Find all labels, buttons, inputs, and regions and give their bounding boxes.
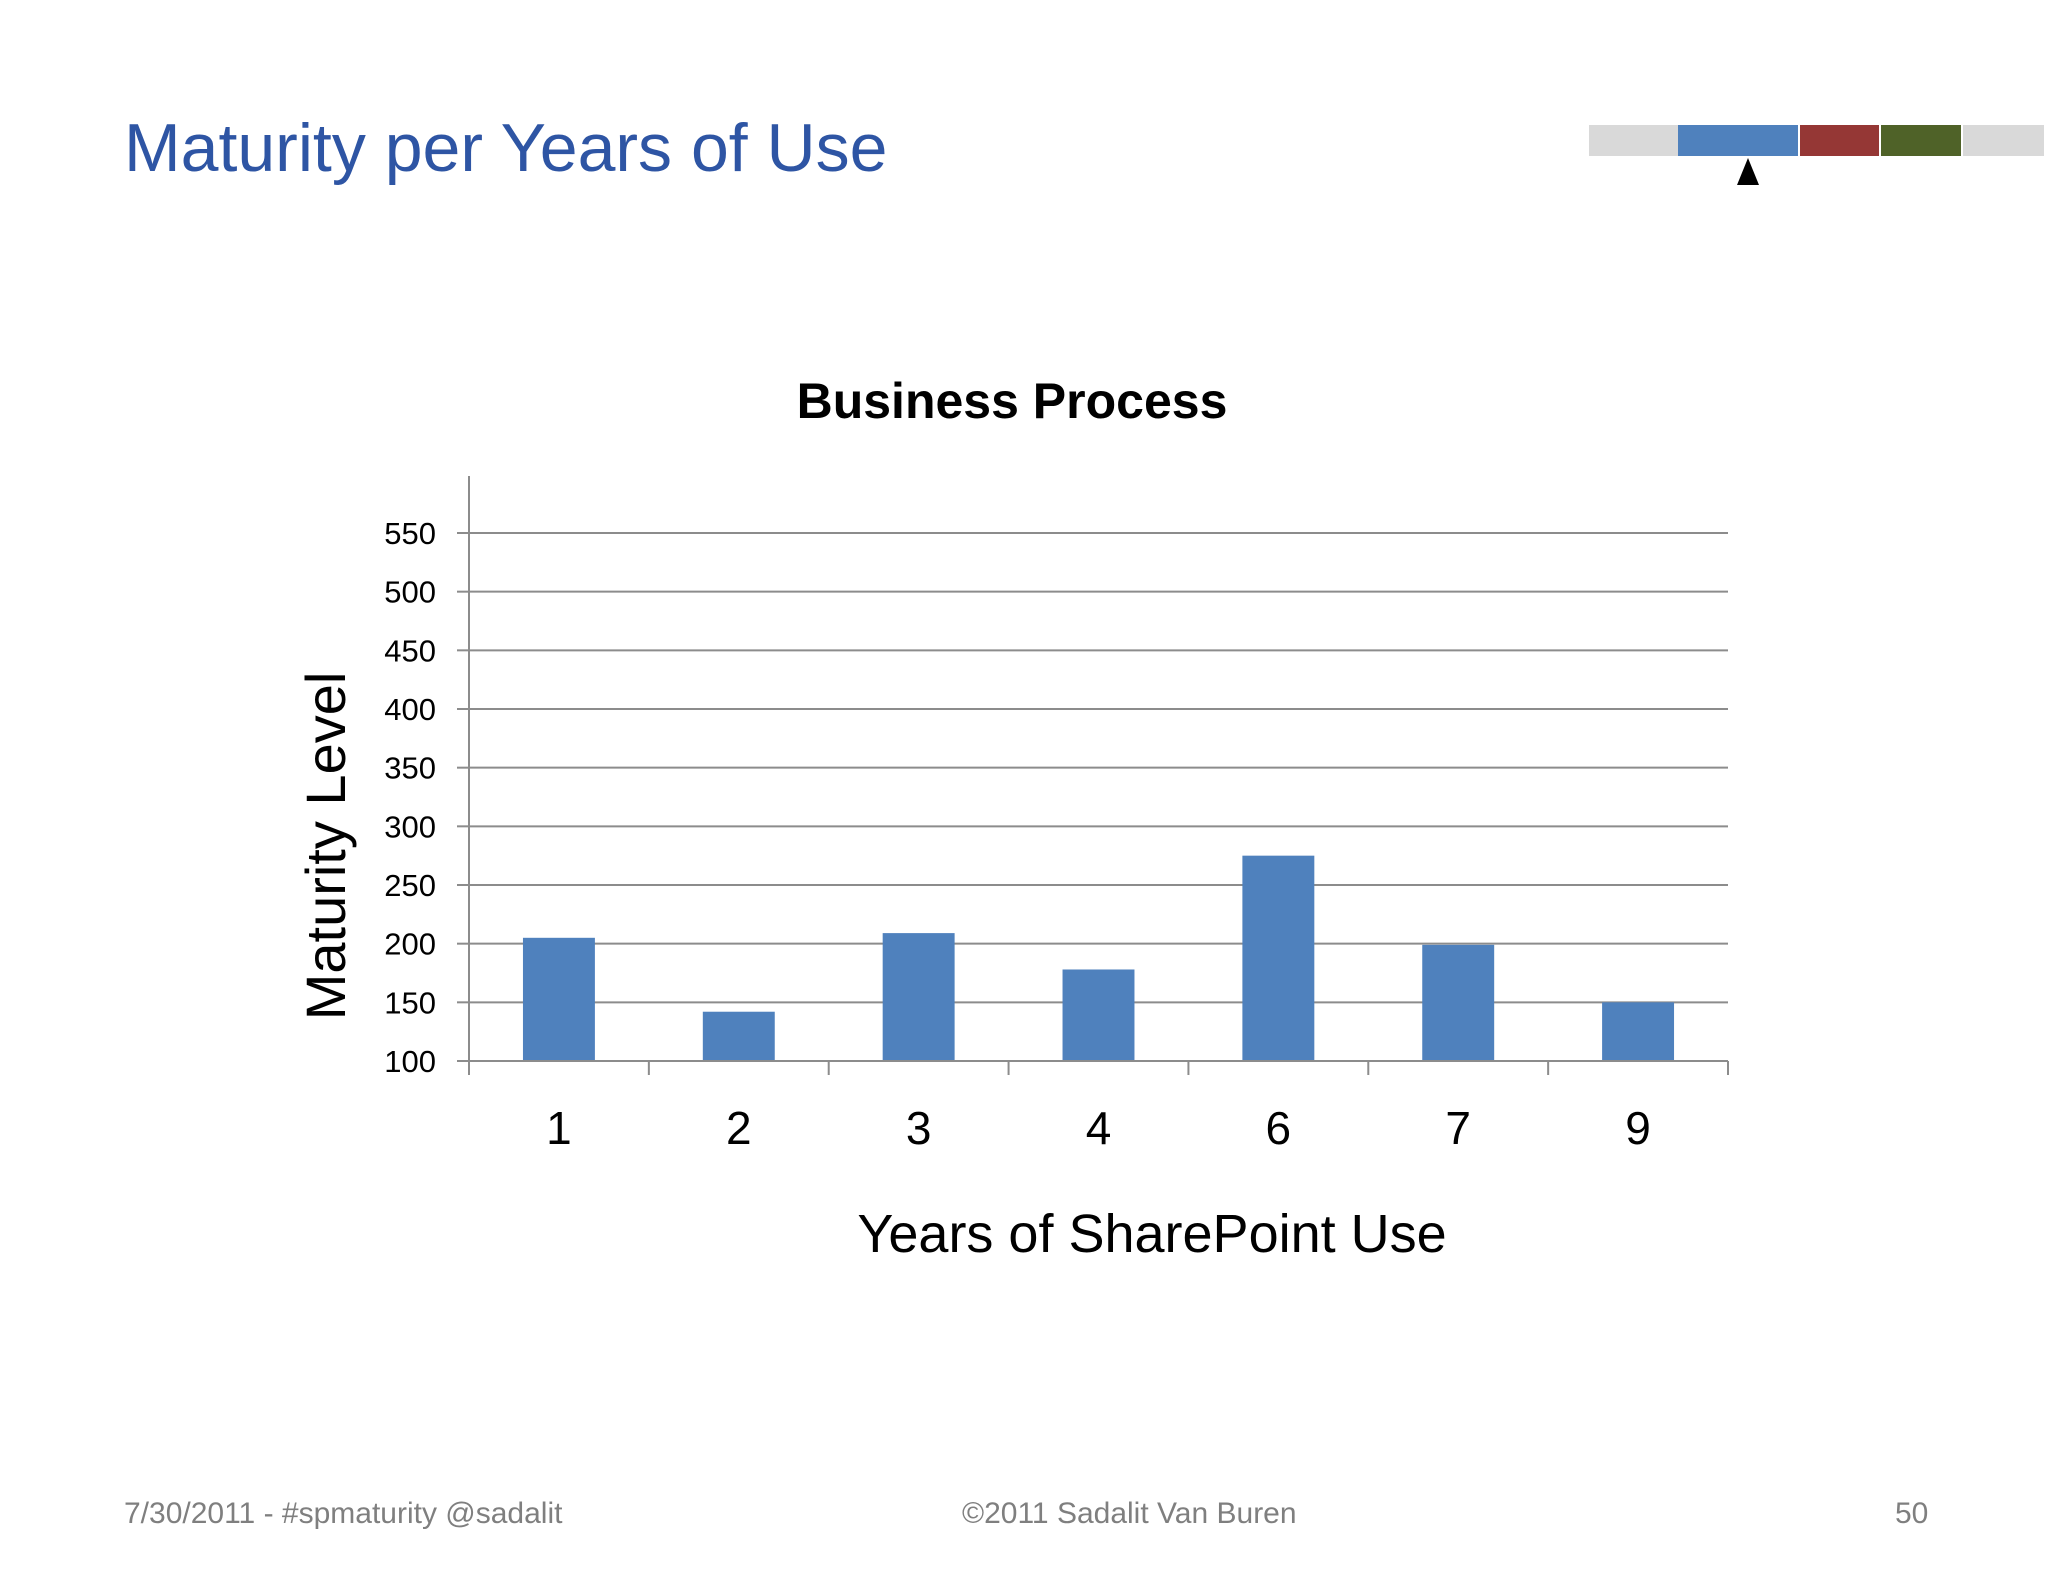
progress-segment-green (1881, 125, 1961, 156)
y-tick-label-550: 550 (384, 516, 436, 551)
y-tick-label-500: 500 (384, 575, 436, 610)
x-tick-labels: 1 2 3 4 6 7 9 (546, 1102, 1651, 1154)
y-tick-label-300: 300 (384, 809, 436, 844)
page-number: 50 (1895, 1497, 1929, 1530)
x-tick-label-9: 9 (1625, 1102, 1651, 1154)
bar-7 (1422, 944, 1495, 1061)
bar-2 (702, 1011, 775, 1061)
y-tick-label-150: 150 (384, 985, 436, 1020)
progress-segment-gray-left (1589, 125, 1678, 156)
triangle-up-icon (1737, 158, 1759, 185)
x-tick-label-4: 4 (1086, 1102, 1112, 1154)
bar-6 (1242, 855, 1315, 1061)
y-tick-labels: 100 150 200 250 300 350 400 450 500 550 (384, 516, 436, 1079)
axes (468, 476, 1729, 1075)
y-tick-label-350: 350 (384, 751, 436, 786)
chart-title: Business Process (797, 373, 1228, 429)
x-tick-label-2: 2 (726, 1102, 752, 1154)
bar-3 (882, 933, 955, 1061)
x-tick-label-6: 6 (1266, 1102, 1292, 1154)
y-tick-label-100: 100 (384, 1044, 436, 1079)
bar-1 (522, 937, 595, 1061)
bar-4 (1062, 969, 1135, 1061)
y-tick-label-200: 200 (384, 927, 436, 962)
bars (522, 855, 1675, 1061)
section-progress-strip (1589, 125, 2044, 156)
y-tick-label-450: 450 (384, 633, 436, 668)
x-axis-label: Years of SharePoint Use (857, 1204, 1446, 1264)
progress-segment-blue (1678, 125, 1798, 156)
progress-segment-red (1800, 125, 1879, 156)
bar-9 (1602, 1002, 1675, 1061)
y-tick-label-400: 400 (384, 692, 436, 727)
x-tick-label-1: 1 (546, 1102, 572, 1154)
progress-segment-gray-right (1963, 125, 2044, 156)
y-axis-label: Maturity Level (294, 672, 357, 1021)
x-tick-label-7: 7 (1445, 1102, 1471, 1154)
footer-copyright: ©2011 Sadalit Van Buren (962, 1497, 1297, 1530)
slide-title: Maturity per Years of Use (124, 110, 888, 186)
gridlines (457, 532, 1728, 1062)
y-tick-label-250: 250 (384, 868, 436, 903)
x-tick-label-3: 3 (906, 1102, 932, 1154)
footer-date-hashtag: 7/30/2011 - #spmaturity @sadalit (124, 1497, 563, 1530)
